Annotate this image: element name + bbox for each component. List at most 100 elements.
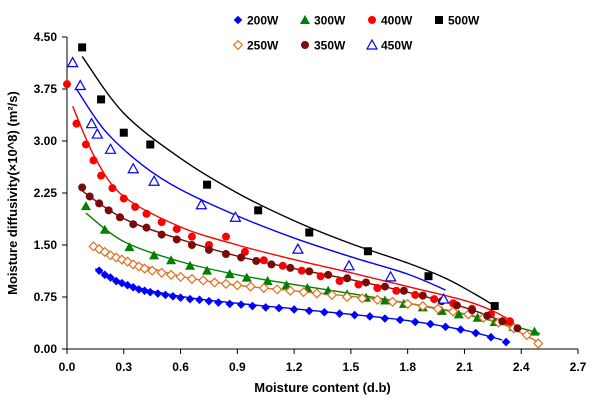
data-point-250w — [122, 256, 133, 267]
data-point-250w — [402, 298, 413, 310]
data-point-350w — [104, 206, 113, 215]
data-point-350w — [204, 245, 213, 254]
data-point-450w — [291, 242, 304, 254]
data-point-350w — [513, 324, 522, 333]
legend-label: 450W — [381, 39, 413, 53]
data-point-200w — [168, 292, 178, 301]
data-point-200w — [123, 280, 132, 290]
data-point-250w — [417, 300, 428, 312]
data-point-400w — [392, 286, 401, 295]
data-point-200w — [320, 307, 329, 317]
data-point-350w — [399, 286, 408, 295]
data-point-350w — [483, 311, 492, 320]
legend-marker — [435, 16, 443, 24]
data-point-250w — [258, 282, 269, 294]
legend-marker — [368, 16, 376, 24]
data-point-400w — [354, 280, 363, 289]
data-point-350w — [324, 270, 333, 279]
data-point-500w — [424, 272, 433, 281]
data-point-350w — [129, 220, 138, 229]
data-point-500w — [119, 128, 128, 137]
data-point-250w — [357, 293, 368, 304]
y-tick-label: 4.50 — [34, 30, 58, 44]
data-point-400w — [187, 232, 196, 241]
x-tick-label: 2.7 — [570, 360, 587, 374]
y-tick-label: 3.75 — [34, 82, 58, 96]
data-point-200w — [140, 286, 149, 296]
data-point-300w — [262, 276, 273, 286]
data-point-350w — [187, 241, 196, 249]
y-axis-ticks: 0.00 0.75 1.50 2.25 3.00 3.75 4.50 — [34, 30, 67, 356]
data-point-200w — [380, 314, 390, 323]
data-point-400w — [72, 119, 81, 128]
legend-item-400w: 400W — [368, 14, 413, 28]
data-point-400w — [316, 272, 325, 281]
x-tick-label: 2.4 — [513, 360, 530, 374]
series-200w — [94, 266, 511, 347]
data-point-200w — [471, 328, 481, 338]
data-point-300w — [453, 309, 464, 319]
data-point-200w — [94, 266, 104, 275]
data-point-400w — [142, 209, 151, 218]
data-point-200w — [501, 337, 511, 347]
data-point-200w — [214, 298, 223, 307]
y-tick-label: 0.00 — [34, 342, 58, 356]
x-tick-label: 0.3 — [115, 360, 132, 374]
data-point-200w — [289, 305, 299, 314]
data-point-400w — [411, 290, 420, 299]
data-point-250w — [387, 296, 398, 308]
data-point-450w — [195, 198, 208, 210]
legend-item-250w: 250W — [232, 39, 279, 53]
data-point-350w — [498, 317, 507, 326]
data-point-200w — [195, 295, 204, 305]
data-point-400w — [108, 184, 117, 193]
data-point-250w — [232, 280, 243, 291]
data-point-200w — [274, 303, 284, 313]
data-point-350w — [362, 278, 371, 287]
data-point-400w — [335, 277, 344, 286]
legend-marker — [233, 15, 243, 25]
data-point-200w — [304, 306, 314, 316]
y-tick-label: 2.25 — [34, 186, 58, 200]
legend-item-200w: 200W — [233, 14, 279, 28]
x-tick-label: 1.8 — [399, 360, 416, 374]
y-axis-title: Moisture diffusivity(×10^8) (m²/s) — [5, 91, 20, 295]
data-point-400w — [297, 266, 306, 275]
data-point-250w — [326, 289, 338, 301]
legend-marker — [300, 15, 310, 24]
data-point-350w — [468, 306, 477, 315]
data-point-350w — [252, 256, 261, 265]
data-point-400w — [278, 261, 287, 270]
data-point-450w — [229, 211, 242, 222]
y-tick-label: 3.00 — [34, 134, 58, 148]
data-point-350w — [221, 250, 230, 259]
data-point-500w — [305, 228, 314, 237]
data-point-350w — [142, 223, 151, 232]
data-point-400w — [131, 202, 140, 211]
data-point-500w — [363, 247, 372, 256]
data-point-350w — [115, 213, 124, 222]
legend-item-300w: 300W — [300, 14, 346, 28]
data-point-350w — [267, 260, 276, 269]
data-point-350w — [85, 192, 94, 201]
data-point-200w — [225, 299, 235, 309]
data-point-250w — [245, 281, 256, 292]
data-point-200w — [161, 290, 170, 300]
data-point-350w — [237, 253, 246, 262]
data-point-250w — [447, 306, 459, 317]
legend-marker — [301, 41, 309, 49]
y-tick-label: 0.75 — [34, 290, 58, 304]
data-point-400w — [373, 283, 382, 292]
data-point-250w — [341, 291, 353, 303]
x-tick-label: 1.5 — [343, 360, 360, 374]
data-point-200w — [145, 287, 155, 297]
data-point-450w — [148, 174, 161, 186]
x-tick-label: 0.6 — [172, 360, 189, 374]
legend-label: 300W — [314, 14, 346, 28]
x-axis-title: Moisture content (d.b) — [254, 380, 391, 395]
data-point-500w — [78, 43, 87, 52]
x-axis-ticks: 0.0 0.3 0.6 0.9 1.2 1.5 1.8 2.1 2.4 2.7 — [59, 349, 587, 374]
data-point-500w — [490, 302, 499, 311]
data-point-250w — [521, 329, 533, 341]
